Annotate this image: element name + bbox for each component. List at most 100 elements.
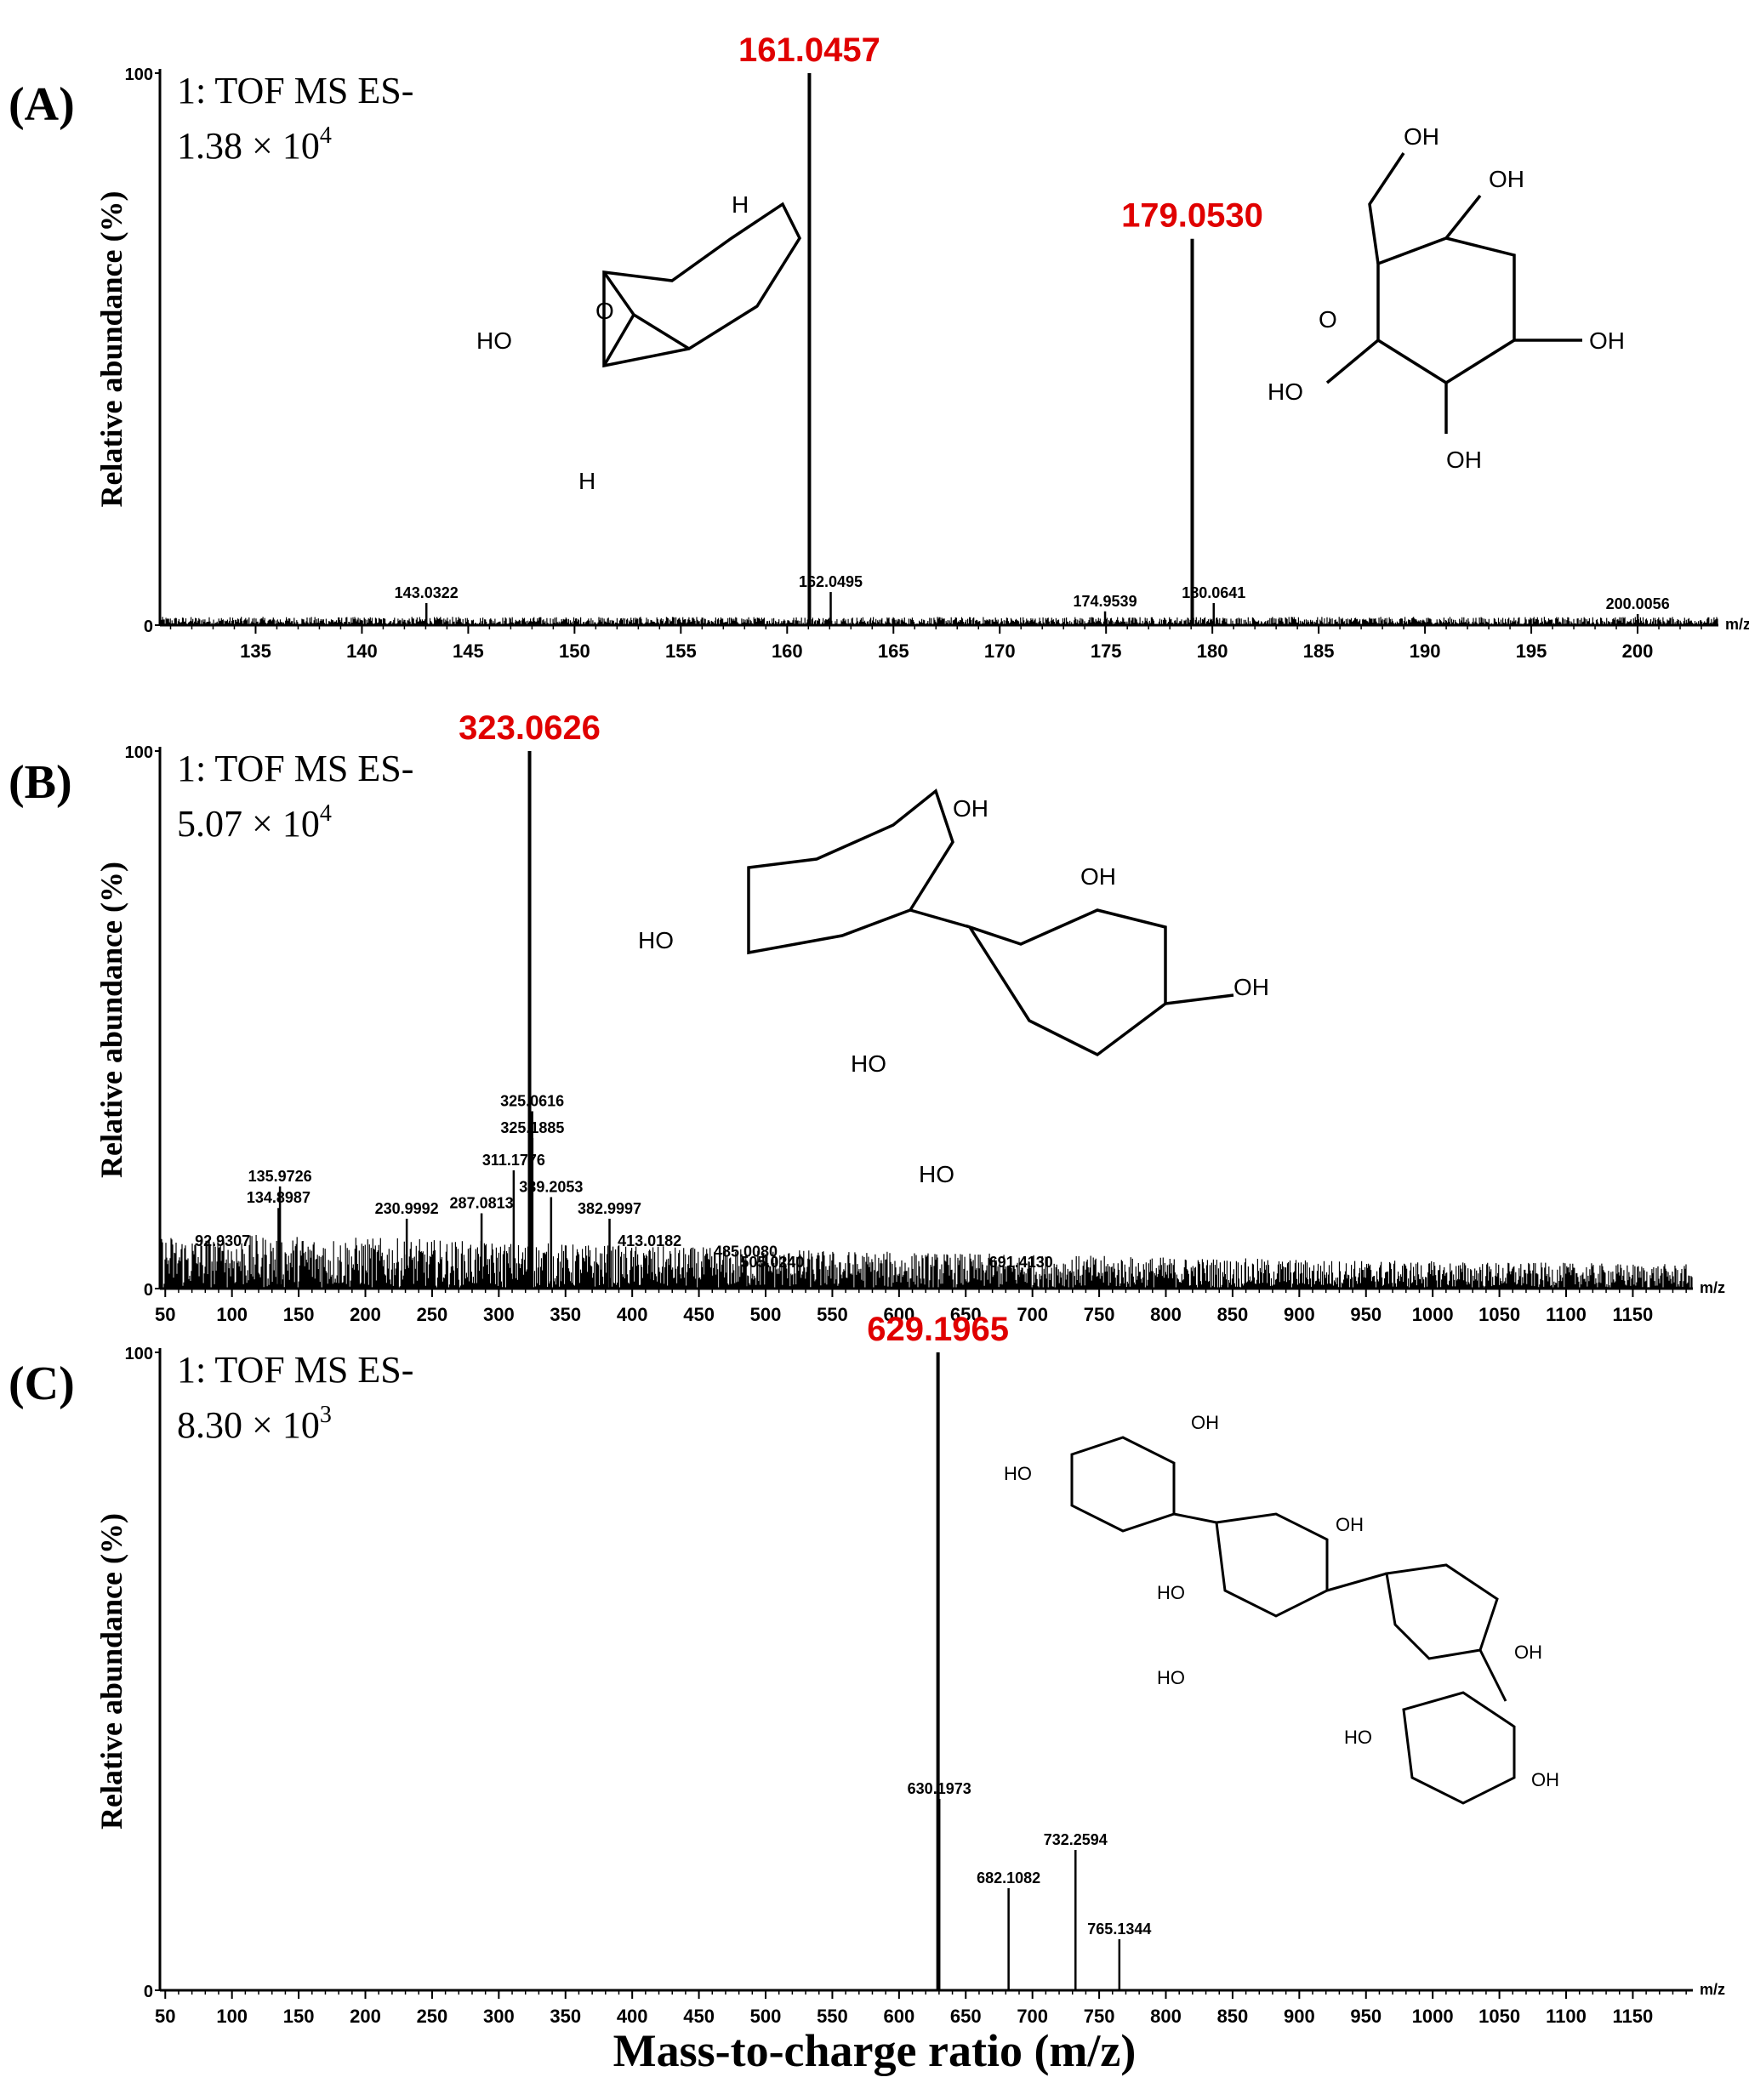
minor-peak-label: 765.1344 [1087,1921,1151,1938]
noise-baseline [159,1235,1693,1289]
panel-label: (A) [9,78,75,131]
x-tick-label: 550 [817,1304,848,1325]
major-peak-label: 629.1965 [867,1311,1009,1348]
svg-text:O: O [1319,306,1337,333]
minor-peak-label: 230.9992 [375,1200,439,1217]
svg-text:H: H [578,468,595,494]
svg-text:HO: HO [476,327,512,354]
intensity-exponent: 4 [320,800,332,827]
panel-b: 0 100 50 100 150 200 250 300 350 400 450 500 550 600 6… [9,709,1725,1325]
x-tick-label: 140 [346,640,378,662]
minor-peak-label: 325.0616 [500,1092,564,1109]
svg-text:HO: HO [1268,378,1303,405]
x-tick-label: 850 [1217,1304,1249,1325]
x-tick-label: 500 [750,1304,782,1325]
x-tick-label: 170 [984,640,1016,662]
svg-text:OH: OH [1446,447,1482,473]
x-tick-label: 250 [417,2006,448,2027]
svg-text:OH: OH [953,795,988,822]
y-tick-label: 100 [125,1345,153,1363]
y-axis-label: Relative abundance (%) [94,862,128,1178]
unit-label: m/z [1700,1981,1725,1998]
major-peak-label: 161.0457 [738,31,880,69]
svg-text:H: H [732,191,749,218]
minor-peak-label: 339.2053 [519,1179,583,1196]
svg-text:OH: OH [1531,1769,1559,1790]
x-tick-label: 950 [1350,2006,1382,2027]
svg-text:OH: OH [1080,863,1116,890]
x-tick-label: 50 [155,2006,175,2027]
svg-text:HO: HO [1004,1463,1032,1484]
intensity-exponent: 3 [320,1402,332,1428]
x-tick-label: 1050 [1478,1304,1520,1325]
unit-label: m/z [1725,616,1749,633]
svg-text:HO: HO [638,927,674,953]
svg-text:HO: HO [1157,1582,1185,1603]
y-axis-label: Relative abundance (%) [94,191,128,508]
minor-peak-label: 92.9307 [195,1232,250,1249]
x-tick-label: 500 [750,2006,782,2027]
panel-label: (B) [9,756,72,809]
svg-text:OH: OH [1514,1642,1542,1663]
intensity-mantissa: 5.07 × 10 [177,803,320,845]
x-tick-label: 550 [817,2006,848,2027]
x-tick-label: 900 [1284,2006,1315,2027]
x-tick-label: 150 [559,640,590,662]
svg-text:OH: OH [1336,1514,1364,1535]
x-tick-label: 350 [550,2006,581,2027]
y-tick-label: 0 [144,1281,153,1300]
x-tick-label: 450 [683,2006,715,2027]
x-tick-label: 750 [1084,2006,1115,2027]
panel-label: (C) [9,1357,75,1410]
x-tick-label: 300 [483,2006,515,2027]
major-peak-label: 179.0530 [1121,197,1263,235]
intensity-mantissa: 8.30 × 10 [177,1404,320,1446]
minor-peak-label: 485.0080 [714,1243,778,1260]
x-tick-label: 160 [772,640,803,662]
svg-text:HO: HO [919,1161,954,1187]
intensity-label: 5.07 × 104 [177,800,332,845]
x-tick-label: 100 [216,1304,248,1325]
x-tick-label: 800 [1150,2006,1182,2027]
x-tick-label: 155 [665,640,697,662]
x-tick-label: 850 [1217,2006,1249,2027]
noise-path [159,617,1718,625]
x-tick-label: 100 [216,2006,248,2027]
y-tick-label: 100 [125,65,153,84]
x-tick-label: 950 [1350,1304,1382,1325]
x-tick-label: 185 [1303,640,1335,662]
x-tick-label: 400 [617,1304,648,1325]
panel-a: 0 100 135 140 145 150 155 160 165 170 175 180 185 190… [9,31,1749,662]
x-tick-label: 750 [1084,1304,1115,1325]
x-tick-label: 1100 [1546,2006,1587,2027]
x-tick-label: 900 [1284,1304,1315,1325]
anhydro-sugar-structure-a: O HO H H [476,191,802,494]
minor-peak-label: 413.0182 [618,1232,681,1249]
x-tick-label: 450 [683,1304,715,1325]
noise-path [159,1235,1693,1289]
instrument-line: 1: TOF MS ES- [177,70,413,111]
x-tick-label: 700 [1017,2006,1048,2027]
svg-text:HO: HO [851,1050,886,1077]
y-tick-label: 0 [144,617,153,636]
intensity-exponent: 4 [320,122,332,149]
x-tick-label: 200 [350,2006,381,2027]
svg-text:OH: OH [1489,166,1524,192]
x-tick-label: 1100 [1546,1304,1587,1325]
minor-peak-label: 134.8987 [247,1189,310,1206]
noise-baseline [159,617,1718,625]
instrument-line: 1: TOF MS ES- [177,1349,413,1391]
tetrasaccharide-structure-c: HO OH OH HO HO OH HO OH [1004,1412,1559,1805]
intensity-label: 8.30 × 103 [177,1402,332,1446]
x-tick-label: 300 [483,1304,515,1325]
minor-peak-label: 180.0641 [1182,584,1245,601]
minor-peak-label: 135.9726 [248,1168,312,1185]
instrument-line: 1: TOF MS ES- [177,748,413,789]
x-tick-label: 1000 [1412,1304,1454,1325]
minor-peak-label: 505.0240 [740,1254,804,1271]
x-tick-label: 650 [950,1304,982,1325]
x-axis-label: Mass-to-charge ratio (m/z) [612,2025,1137,2076]
x-tick-label: 400 [617,2006,648,2027]
x-tick-label: 195 [1516,640,1547,662]
svg-text:OH: OH [1589,327,1625,354]
